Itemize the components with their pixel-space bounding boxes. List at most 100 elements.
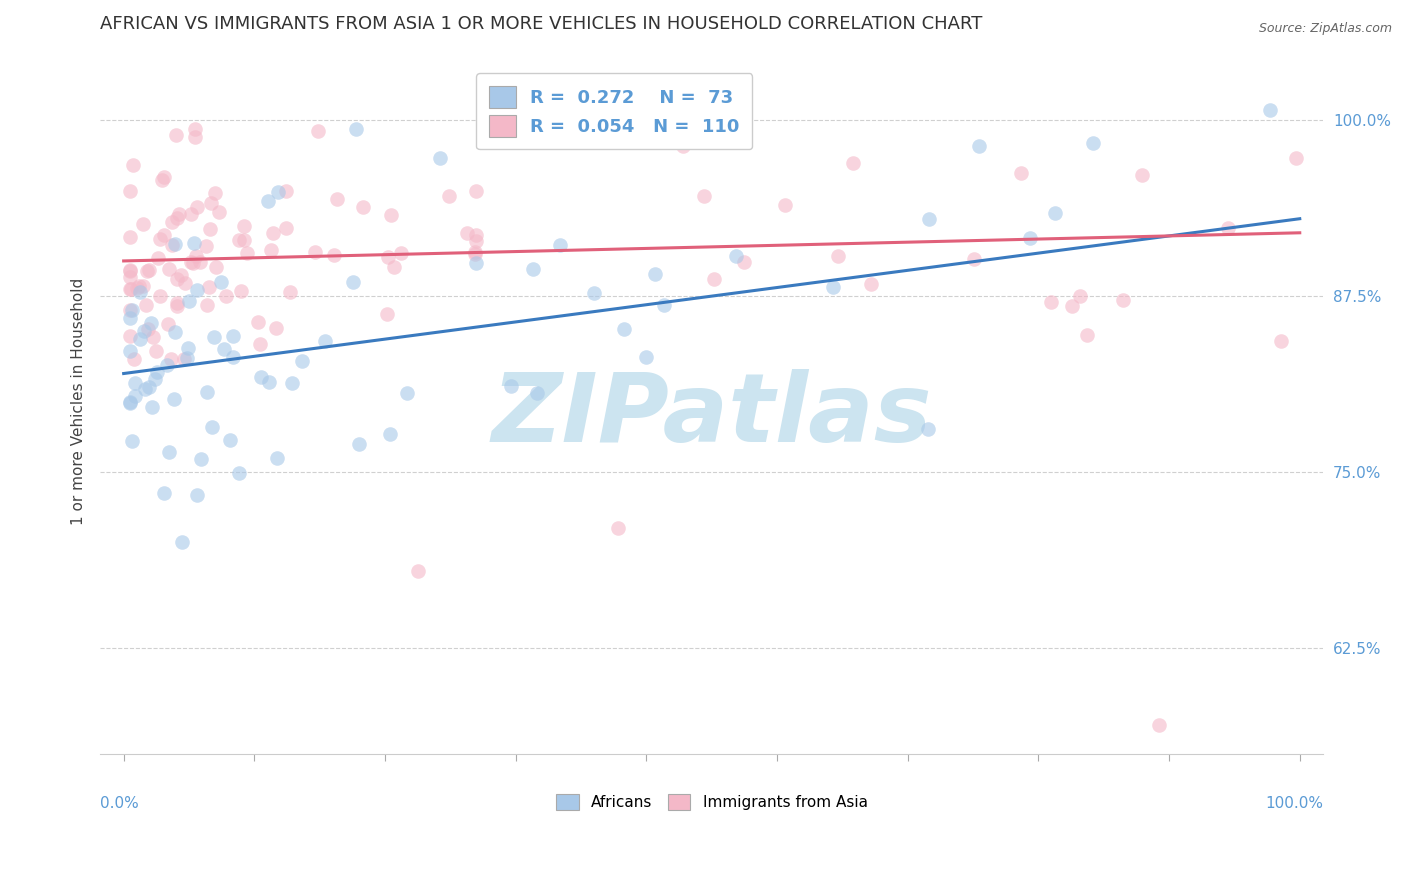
Point: [550, 238, 572, 252]
Point: [969, 139, 991, 153]
Point: [118, 395, 141, 409]
Point: [156, 359, 179, 373]
Point: [176, 341, 198, 355]
Point: [291, 353, 314, 368]
Point: [236, 246, 259, 260]
Point: [634, 351, 657, 365]
Point: [1258, 103, 1281, 117]
Point: [124, 376, 146, 391]
Point: [150, 172, 173, 186]
Point: [195, 384, 218, 399]
Point: [149, 232, 172, 246]
Point: [375, 307, 398, 321]
Point: [125, 281, 148, 295]
Point: [204, 186, 226, 200]
Point: [166, 272, 188, 286]
Point: [1011, 166, 1033, 180]
Point: [156, 317, 179, 331]
Point: [183, 235, 205, 250]
Text: 0.0%: 0.0%: [100, 796, 139, 811]
Point: [219, 433, 242, 447]
Point: [465, 235, 488, 249]
Point: [157, 261, 180, 276]
Point: [859, 277, 882, 291]
Point: [138, 263, 160, 277]
Point: [145, 343, 167, 358]
Text: Source: ZipAtlas.com: Source: ZipAtlas.com: [1258, 22, 1392, 36]
Point: [264, 321, 287, 335]
Point: [841, 156, 863, 170]
Point: [184, 129, 207, 144]
Point: [228, 466, 250, 480]
Point: [118, 311, 141, 326]
Point: [380, 208, 402, 222]
Point: [180, 255, 202, 269]
Point: [141, 400, 163, 414]
Point: [606, 521, 628, 535]
Point: [152, 169, 174, 184]
Point: [132, 324, 155, 338]
Point: [377, 250, 399, 264]
Point: [249, 337, 271, 351]
Point: [198, 221, 221, 235]
Point: [118, 303, 141, 318]
Point: [118, 263, 141, 277]
Point: [963, 252, 986, 267]
Point: [380, 427, 402, 442]
Point: [1218, 220, 1240, 235]
Point: [141, 316, 163, 330]
Point: [135, 264, 157, 278]
Point: [186, 488, 208, 502]
Text: 100.0%: 100.0%: [1265, 796, 1323, 811]
Point: [200, 195, 222, 210]
Point: [173, 276, 195, 290]
Point: [132, 278, 155, 293]
Point: [918, 212, 941, 227]
Point: [259, 243, 281, 257]
Point: [1270, 334, 1292, 348]
Point: [827, 249, 849, 263]
Point: [276, 185, 298, 199]
Point: [205, 260, 228, 275]
Point: [128, 279, 150, 293]
Point: [389, 245, 412, 260]
Point: [186, 283, 208, 297]
Point: [215, 289, 238, 303]
Point: [146, 365, 169, 379]
Point: [120, 329, 142, 343]
Point: [186, 200, 208, 214]
Point: [212, 342, 235, 356]
Point: [352, 200, 374, 214]
Point: [176, 351, 198, 365]
Point: [250, 370, 273, 384]
Point: [134, 382, 156, 396]
Point: [228, 233, 250, 247]
Point: [406, 564, 429, 578]
Point: [1043, 206, 1066, 220]
Point: [256, 194, 278, 209]
Point: [437, 189, 460, 203]
Point: [1081, 136, 1104, 151]
Point: [181, 256, 204, 270]
Point: [232, 219, 254, 233]
Point: [166, 211, 188, 225]
Point: [1019, 230, 1042, 244]
Point: [121, 434, 143, 448]
Point: [382, 260, 405, 274]
Point: [773, 198, 796, 212]
Point: [163, 392, 186, 407]
Point: [347, 437, 370, 451]
Point: [170, 268, 193, 283]
Point: [501, 379, 523, 393]
Point: [195, 298, 218, 312]
Point: [733, 255, 755, 269]
Point: [166, 299, 188, 313]
Point: [159, 352, 181, 367]
Point: [464, 246, 486, 260]
Point: [153, 486, 176, 500]
Point: [138, 380, 160, 394]
Point: [276, 220, 298, 235]
Point: [169, 207, 191, 221]
Point: [135, 298, 157, 312]
Point: [118, 270, 141, 285]
